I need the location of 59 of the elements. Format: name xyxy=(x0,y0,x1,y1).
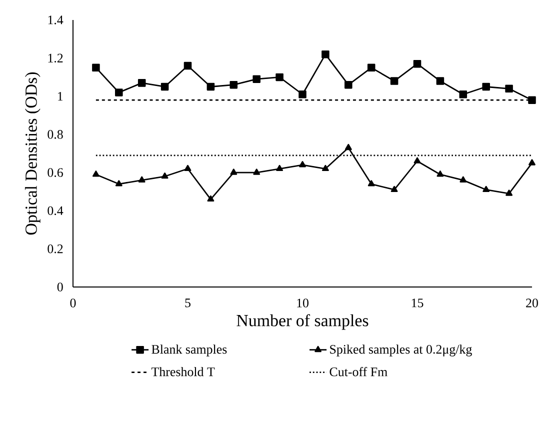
point xyxy=(115,88,123,96)
point xyxy=(206,82,215,91)
point xyxy=(299,161,306,168)
x-tick-label: 10 xyxy=(297,298,308,308)
point xyxy=(436,77,444,85)
y-axis-title: Optical Densities (ODs) xyxy=(24,72,40,235)
point xyxy=(138,79,146,87)
y-tick-label: 0 xyxy=(57,282,63,292)
point xyxy=(252,75,260,84)
point xyxy=(506,190,513,196)
point xyxy=(207,195,214,202)
x-tick-label: 15 xyxy=(412,298,424,308)
y-tick-label: 0.6 xyxy=(48,168,63,177)
point xyxy=(482,82,490,91)
point xyxy=(367,64,376,72)
y-tick-label: 1.4 xyxy=(48,16,64,24)
point xyxy=(322,50,330,58)
legend-label: Blank samples xyxy=(152,344,227,356)
point xyxy=(92,64,100,72)
point xyxy=(414,157,421,164)
y-tick-label: 1.2 xyxy=(48,54,63,63)
point xyxy=(344,144,352,150)
point xyxy=(459,90,468,98)
y-tick-label: 0.8 xyxy=(48,130,63,139)
point xyxy=(390,77,398,85)
point xyxy=(115,180,122,186)
point xyxy=(161,172,168,179)
point xyxy=(368,180,375,186)
point xyxy=(184,164,192,172)
point xyxy=(528,159,536,166)
point xyxy=(528,96,536,104)
x-tick-label: 0 xyxy=(70,298,76,308)
point xyxy=(460,176,467,182)
point xyxy=(505,84,513,93)
point xyxy=(138,176,146,182)
legend-label: Spiked samples at 0.2μg/kg xyxy=(330,344,472,356)
point xyxy=(482,186,490,192)
point xyxy=(276,73,284,82)
point xyxy=(230,80,238,89)
legend-label: Cut-off Fm xyxy=(330,367,388,376)
y-tick-label: 0.2 xyxy=(48,244,63,254)
point xyxy=(344,80,352,89)
x-tick-label: 5 xyxy=(185,298,190,308)
y-tick-label: 1 xyxy=(58,92,63,101)
point xyxy=(390,186,398,192)
point xyxy=(298,90,306,98)
point xyxy=(92,170,100,177)
point xyxy=(160,82,169,91)
point xyxy=(436,170,444,177)
point xyxy=(184,62,192,70)
y-tick-label: 0.4 xyxy=(48,206,64,216)
point xyxy=(322,164,329,172)
point xyxy=(230,168,238,175)
x-axis-title: Number of samples xyxy=(236,314,368,330)
x-tick-label: 20 xyxy=(526,298,538,308)
point xyxy=(253,168,260,175)
point xyxy=(413,60,422,68)
point xyxy=(276,164,284,172)
legend-label: Threshold T xyxy=(151,367,215,376)
